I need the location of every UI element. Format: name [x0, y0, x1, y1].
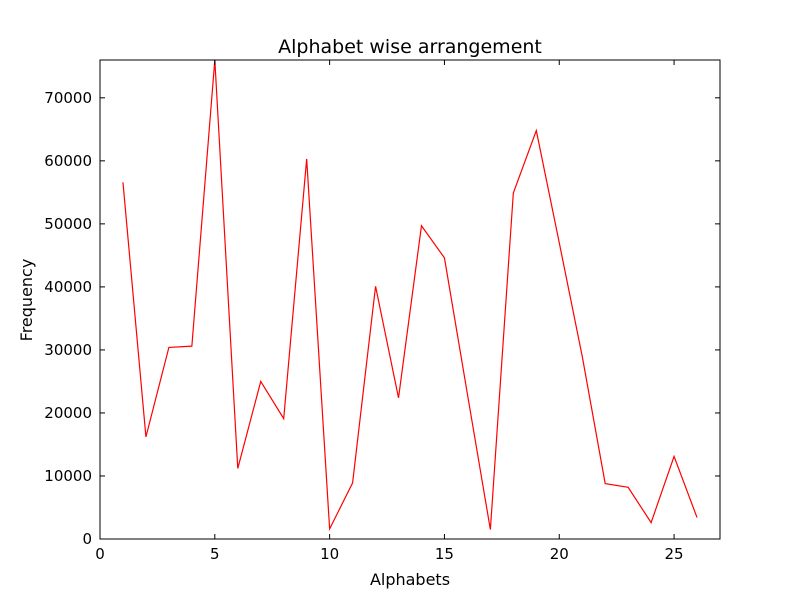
y-tick-label: 0: [82, 530, 92, 548]
x-tick-label: 0: [95, 545, 105, 563]
x-axis-label: Alphabets: [370, 570, 450, 589]
y-axis: 0 10000 20000 30000 40000 50000 60000 70000: [44, 89, 720, 548]
y-axis-label: Frequency: [17, 259, 36, 342]
y-tick-label: 20000: [44, 404, 92, 422]
x-tick-label: 15: [435, 545, 454, 563]
y-tick-label: 30000: [44, 341, 92, 359]
x-tick-label: 10: [320, 545, 339, 563]
y-tick-label: 70000: [44, 89, 92, 107]
x-axis: 0 5 10 15 20 25: [95, 60, 684, 563]
y-tick-label: 50000: [44, 215, 92, 233]
x-tick-label: 20: [550, 545, 569, 563]
y-tick-label: 40000: [44, 278, 92, 296]
y-tick-label: 60000: [44, 152, 92, 170]
plot-frame: [99, 59, 721, 540]
plot-area: [122, 59, 698, 532]
x-tick-label: 5: [210, 545, 220, 563]
x-tick-label: 25: [665, 545, 684, 563]
series-line: [122, 59, 698, 532]
chart-title: Alphabet wise arrangement: [278, 36, 542, 58]
y-tick-label: 10000: [44, 467, 92, 485]
